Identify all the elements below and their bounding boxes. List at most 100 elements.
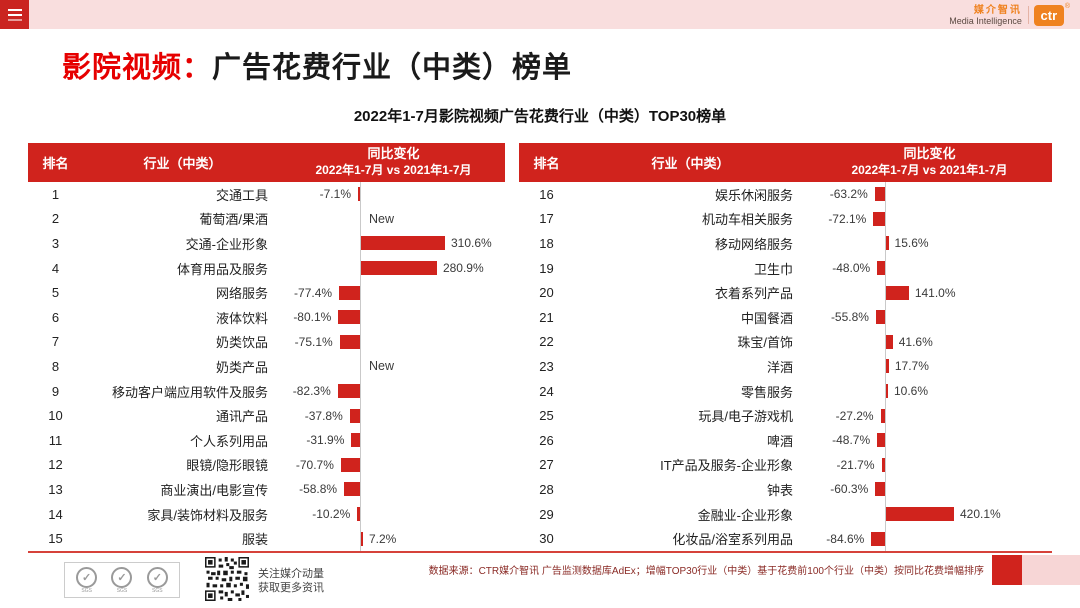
bar-chart-cell: -37.8% — [282, 403, 505, 428]
table-row: 30 化妆品/浴室系列用品 -84.6% — [519, 526, 1052, 551]
table-row: 9 移动客户端应用软件及服务 -82.3% — [28, 378, 505, 404]
value-label: -48.0% — [832, 261, 871, 276]
negative-bar — [881, 457, 885, 472]
negative-zone — [807, 379, 885, 404]
industry-name: 洋酒 — [766, 359, 793, 375]
negative-bar — [339, 285, 360, 300]
positive-zone — [885, 526, 1052, 551]
negative-bar — [358, 187, 360, 202]
negative-zone — [282, 526, 360, 551]
negative-bar — [871, 531, 885, 546]
sgs-logo: ✓ SGS — [76, 566, 98, 594]
ranking-table-right: 排名 行业（中类） 同比变化 2022年1-7月 vs 2021年1-7月 16… — [519, 143, 1052, 551]
table-row: 23 洋酒 17.7% — [519, 354, 1052, 379]
logo-cn-label: 媒介智讯 — [973, 4, 1022, 16]
table-row: 25 玩具/电子游戏机 -27.2% — [519, 403, 1052, 428]
table-row: 19 卫生巾 -48.0% — [519, 255, 1052, 281]
negative-zone: -82.3% — [282, 379, 360, 404]
negative-zone: -70.7% — [282, 453, 360, 478]
bar-chart-cell: New — [282, 206, 505, 232]
new-entry-label: New — [369, 211, 395, 226]
industry-name: 通讯产品 — [215, 409, 268, 425]
table-row: 21 中国餐酒 -55.8% — [519, 304, 1052, 330]
value-label: -84.6% — [826, 531, 865, 546]
negative-bar — [875, 310, 885, 325]
rank-cell: 17 — [539, 211, 554, 227]
bar-chart-cell: 280.9% — [282, 255, 505, 281]
table-row: 1 交通工具 -7.1% — [28, 182, 505, 207]
negative-zone: -37.8% — [282, 403, 360, 428]
positive-zone — [360, 477, 505, 502]
rank-cell: 27 — [539, 457, 554, 473]
industry-name: 移动客户端应用软件及服务 — [111, 384, 268, 400]
bar-chart-cell: -10.2% — [282, 501, 505, 527]
value-label: -80.1% — [293, 310, 332, 325]
table-row: 16 娱乐休闲服务 -63.2% — [519, 182, 1052, 207]
table-row: 27 IT产品及服务-企业形象 -21.7% — [519, 452, 1052, 478]
negative-zone: -10.2% — [282, 502, 360, 527]
industry-name: 体育用品及服务 — [176, 261, 268, 277]
negative-zone: -21.7% — [807, 453, 885, 478]
table-row: 26 啤酒 -48.7% — [519, 427, 1052, 453]
bar-chart-cell: -55.8% — [807, 304, 1052, 330]
negative-bar — [349, 408, 360, 423]
logo-en-label: Media Intelligence — [949, 15, 1022, 26]
positive-zone — [360, 329, 505, 355]
qr-caption: 关注媒介动量 获取更多资讯 — [258, 567, 324, 595]
bar-chart-cell: 7.2% — [282, 526, 505, 551]
positive-zone — [360, 452, 505, 478]
industry-name: 葡萄酒/果酒 — [199, 212, 268, 228]
negative-zone — [807, 502, 885, 527]
positive-bar — [361, 531, 363, 546]
positive-zone: 420.1% — [885, 501, 1052, 527]
negative-zone — [282, 231, 360, 256]
positive-zone — [885, 477, 1052, 502]
positive-zone — [885, 304, 1052, 330]
industry-name: 服装 — [241, 532, 268, 548]
bar-chart-cell: 17.7% — [807, 354, 1052, 379]
value-label: -55.8% — [830, 310, 869, 325]
value-label: -72.1% — [828, 211, 867, 226]
header-change: 同比变化 2022年1-7月 vs 2021年1-7月 — [807, 146, 1052, 178]
negative-bar — [880, 408, 885, 423]
table-bottom-rule — [28, 551, 1052, 553]
industry-name: 衣着系列产品 — [714, 286, 793, 302]
table-row: 6 液体饮料 -80.1% — [28, 304, 505, 330]
industry-name: 移动网络服务 — [714, 236, 793, 252]
bar-chart-cell: -48.0% — [807, 255, 1052, 281]
bar-chart-cell: -77.4% — [282, 280, 505, 305]
positive-zone — [360, 378, 505, 404]
negative-zone — [282, 354, 360, 379]
header-change-line2: 2022年1-7月 vs 2021年1-7月 — [315, 163, 472, 178]
table-row: 18 移动网络服务 15.6% — [519, 231, 1052, 256]
value-label: -31.9% — [306, 433, 345, 448]
top-strip — [0, 0, 1080, 29]
table-row: 8 奶类产品 New — [28, 354, 505, 379]
negative-zone: -7.1% — [282, 182, 360, 207]
sgs-logo: ✓ SGS — [111, 566, 133, 594]
menu-icon[interactable] — [0, 0, 29, 29]
header-rank: 排名 — [533, 156, 560, 171]
table-body-left: 1 交通工具 -7.1% 2 葡萄酒/果酒 New 3 交通-企业形象 310.6% 4 体育用品及… — [28, 182, 505, 551]
rank-cell: 21 — [539, 309, 554, 325]
table-row: 14 家具/装饰材料及服务 -10.2% — [28, 501, 505, 527]
bar-chart-cell: -63.2% — [807, 182, 1052, 207]
bar-chart-cell: -21.7% — [807, 452, 1052, 478]
industry-name: 啤酒 — [766, 433, 793, 449]
bar-chart-cell: -7.1% — [282, 182, 505, 207]
rank-cell: 3 — [51, 235, 60, 251]
negative-zone: -27.2% — [807, 403, 885, 428]
value-label: 141.0% — [914, 285, 956, 300]
negative-zone: -55.8% — [807, 305, 885, 330]
negative-bar — [357, 507, 360, 522]
value-label: -63.2% — [829, 187, 868, 202]
negative-zone — [282, 256, 360, 281]
ctr-media-intelligence-logo: 媒介智讯 Media Intelligence ctr ® — [949, 3, 1070, 27]
positive-bar — [886, 384, 888, 399]
value-label: 420.1% — [960, 507, 1001, 522]
negative-zone: -60.3% — [807, 477, 885, 502]
positive-zone — [885, 206, 1052, 232]
bar-chart-cell: -84.6% — [807, 526, 1052, 551]
sgs-logo: ✓ SGS — [146, 566, 168, 594]
rank-cell: 2 — [51, 211, 60, 227]
